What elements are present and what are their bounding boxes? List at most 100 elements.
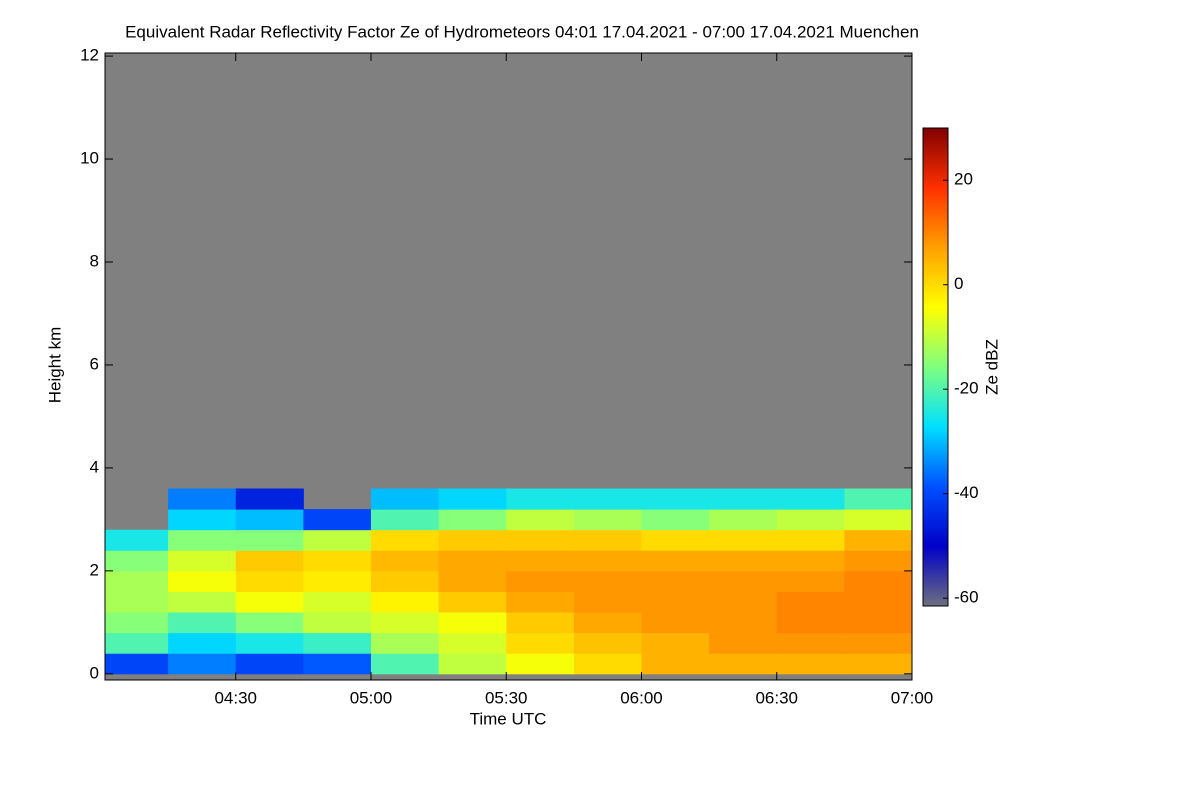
heatmap-cell	[641, 612, 710, 634]
heatmap-cell	[573, 509, 642, 531]
heatmap-cell	[776, 591, 845, 613]
heatmap-cell	[506, 653, 575, 675]
heatmap-cell	[709, 632, 778, 654]
heatmap-cell	[709, 612, 778, 634]
heatmap-cell	[438, 570, 507, 592]
heatmap-cell	[844, 653, 913, 675]
x-tick-label: 06:00	[620, 688, 663, 707]
heatmap-cell	[709, 529, 778, 551]
heatmap-cell	[438, 488, 507, 510]
heatmap-cell	[235, 653, 304, 675]
heatmap-cell	[844, 509, 913, 531]
heatmap-cell	[168, 632, 237, 654]
heatmap-cell	[303, 612, 372, 634]
heatmap-cell	[235, 550, 304, 572]
heatmap-cell	[370, 632, 440, 654]
heatmap-cell	[573, 653, 642, 675]
heatmap-cell	[235, 509, 304, 531]
heatmap-cell	[303, 529, 372, 551]
x-tick-label: 07:00	[891, 688, 934, 707]
heatmap-cell	[844, 488, 913, 510]
heatmap-cell	[438, 509, 507, 531]
heatmap-cell	[776, 570, 845, 592]
heatmap-cell	[370, 612, 440, 634]
colorbar-tick-label: -40	[954, 483, 979, 502]
heatmap-cell	[641, 509, 710, 531]
heatmap-cell	[303, 591, 372, 613]
heatmap-cell	[105, 591, 169, 613]
heatmap-cell	[303, 509, 372, 531]
heatmap-cell	[105, 570, 169, 592]
heatmap-cell	[641, 653, 710, 675]
heatmap-cell	[438, 632, 507, 654]
heatmap-cell	[235, 612, 304, 634]
heatmap-cell	[168, 653, 237, 675]
heatmap-cell	[168, 591, 237, 613]
heatmap-cell	[370, 509, 440, 531]
colorbar-tick-label: 0	[954, 274, 963, 293]
heatmap-cell	[168, 529, 237, 551]
heatmap-cell	[506, 591, 575, 613]
plot-frame	[104, 52, 913, 681]
heatmap-cell	[370, 529, 440, 551]
y-tick-label: 8	[90, 251, 99, 270]
heatmap-cell	[573, 570, 642, 592]
heatmap-cell	[235, 529, 304, 551]
y-axis-label: Height km	[45, 327, 64, 404]
heatmap-cell	[844, 570, 913, 592]
x-tick-label: 06:30	[755, 688, 798, 707]
colorbar	[922, 127, 949, 607]
heatmap-cell	[105, 550, 169, 572]
y-tick-label: 6	[90, 354, 99, 373]
heatmap-cell	[573, 632, 642, 654]
heatmap-cell	[303, 570, 372, 592]
heatmap-cell	[776, 653, 845, 675]
y-tick-label: 12	[80, 46, 99, 65]
heatmap-cell	[105, 529, 169, 551]
heatmap-cell	[105, 612, 169, 634]
heatmap-cell	[573, 550, 642, 572]
heatmap-cell	[573, 612, 642, 634]
heatmap-cell	[438, 529, 507, 551]
heatmap-cell	[776, 632, 845, 654]
x-tick-label: 05:30	[485, 688, 528, 707]
heatmap-cell	[235, 488, 304, 510]
heatmap-cell	[506, 632, 575, 654]
heatmap-cell	[641, 632, 710, 654]
heatmap-cell	[776, 550, 845, 572]
heatmap-cell	[641, 570, 710, 592]
heatmap-cell	[641, 550, 710, 572]
heatmap-cell	[438, 550, 507, 572]
heatmap-cell	[438, 612, 507, 634]
heatmap-cell	[168, 488, 237, 510]
heatmap-cell	[235, 570, 304, 592]
heatmap-cell	[235, 591, 304, 613]
heatmap-cell	[709, 550, 778, 572]
x-axis-label: Time UTC	[470, 709, 547, 728]
heatmap-cell	[303, 653, 372, 675]
colorbar-tick-label: 20	[954, 170, 973, 189]
heatmap-cell	[776, 529, 845, 551]
heatmap-cell	[776, 509, 845, 531]
y-tick-label: 2	[90, 560, 99, 579]
heatmap-cell	[641, 591, 710, 613]
heatmap-cell	[844, 612, 913, 634]
heatmap-cell	[573, 488, 642, 510]
heatmap-cell	[776, 488, 845, 510]
heatmap-cell	[709, 591, 778, 613]
heatmap-cell	[303, 632, 372, 654]
heatmap-cell	[709, 509, 778, 531]
heatmap-cell	[844, 591, 913, 613]
heatmap-cell	[506, 509, 575, 531]
heatmap-cell	[438, 653, 507, 675]
heatmap-cell	[438, 591, 507, 613]
heatmap-cell	[168, 509, 237, 531]
x-tick-label: 05:00	[350, 688, 393, 707]
heatmap-cell	[168, 550, 237, 572]
heatmap-cell	[370, 550, 440, 572]
heatmap-cell	[235, 632, 304, 654]
heatmap-cell	[776, 612, 845, 634]
heatmap-cell	[506, 550, 575, 572]
heatmap-cell	[709, 653, 778, 675]
